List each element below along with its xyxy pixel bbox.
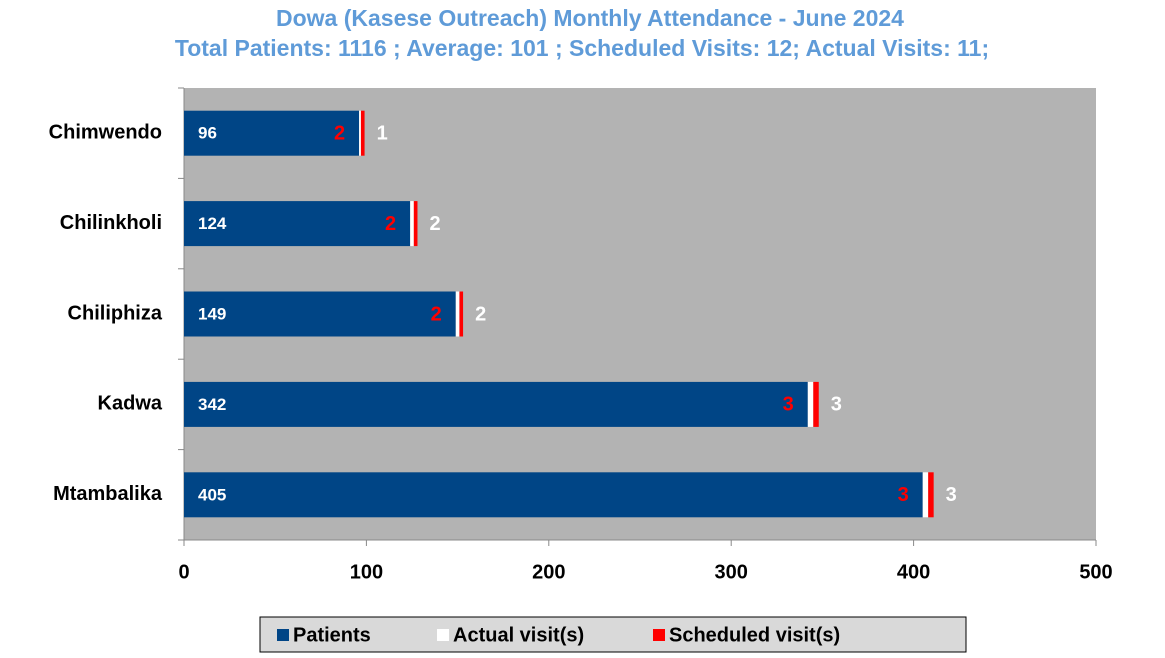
bar-segment (813, 381, 819, 427)
bar-segment (184, 201, 411, 247)
data-label: 3 (946, 484, 957, 506)
data-label: 96 (198, 124, 217, 143)
bar-segment (413, 201, 418, 247)
legend-swatch (277, 629, 289, 641)
data-label: 3 (783, 394, 794, 416)
data-label: 2 (429, 213, 440, 235)
legend-swatch (437, 629, 449, 641)
bar-segment (184, 472, 923, 518)
chart-subtitle: Total Patients: 1116 ; Average: 101 ; Sc… (175, 35, 989, 61)
y-tick-label: Mtambalika (53, 483, 163, 505)
bar-segment (359, 110, 361, 156)
legend-label: Patients (293, 624, 371, 646)
y-tick-label: Chiliphiza (68, 302, 163, 324)
y-tick-label: Chimwendo (49, 121, 162, 143)
data-label: 3 (898, 484, 909, 506)
bar-segment (928, 472, 934, 518)
data-label: 2 (475, 303, 486, 325)
bar-segment (184, 110, 360, 156)
data-label: 124 (198, 214, 227, 233)
data-label: 3 (831, 394, 842, 416)
x-tick-label: 200 (532, 561, 565, 583)
x-tick-label: 500 (1079, 561, 1112, 583)
x-tick-label: 0 (178, 561, 189, 583)
data-label: 342 (198, 395, 226, 414)
bar-segment (360, 110, 365, 156)
data-label: 2 (334, 122, 345, 144)
y-tick-label: Kadwa (98, 393, 163, 415)
data-label: 149 (198, 304, 226, 323)
bar-segment (922, 472, 929, 518)
bar-segment (459, 291, 464, 337)
bar-segment (184, 291, 456, 337)
bar-segment (455, 291, 460, 337)
data-label: 405 (198, 485, 226, 504)
x-tick-label: 400 (897, 561, 930, 583)
bar-segment (184, 381, 808, 427)
legend-swatch (653, 629, 665, 641)
legend-box (259, 616, 967, 653)
bar-segment (410, 201, 414, 247)
x-tick-label: 300 (715, 561, 748, 583)
y-tick-label: Chilinkholi (60, 212, 162, 234)
legend-label: Actual visit(s) (453, 624, 584, 646)
bar-segment (807, 381, 814, 427)
data-label: 2 (385, 213, 396, 235)
chart-title: Dowa (Kasese Outreach) Monthly Attendanc… (276, 5, 904, 31)
x-tick-label: 100 (350, 561, 383, 583)
data-label: 1 (377, 122, 388, 144)
legend-label: Scheduled visit(s) (669, 624, 840, 646)
data-label: 2 (431, 303, 442, 325)
